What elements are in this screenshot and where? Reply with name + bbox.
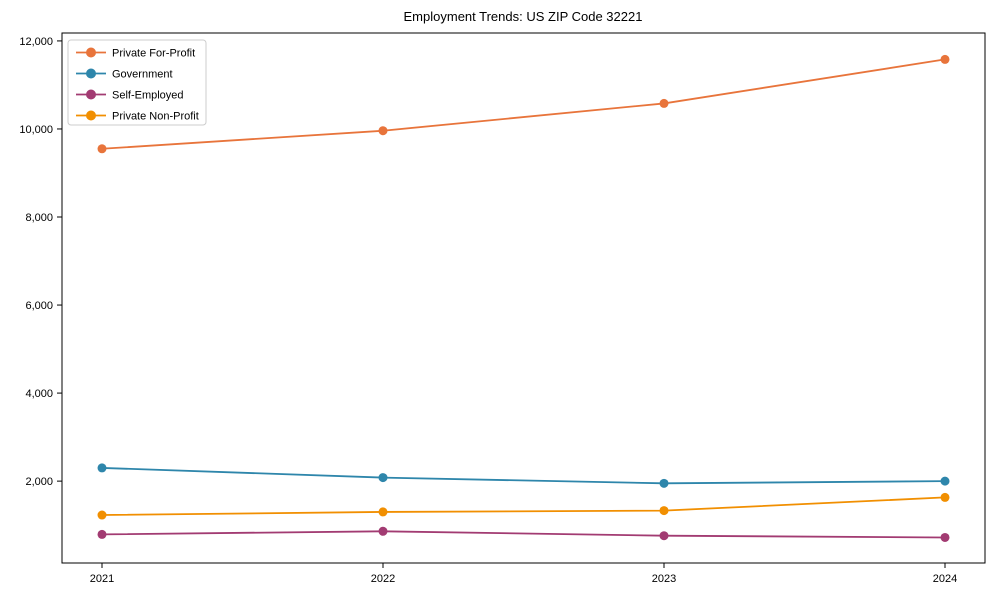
point-self-employed-2023 [659,531,669,541]
plot-frame-group [61,32,986,564]
y-axis: 2,000 4,000 6,000 8,000 10,000 12,000 [19,36,62,488]
point-self-employed-2021 [97,529,107,539]
point-private-for-profit-2022 [378,126,388,136]
line-private-for-profit [101,58,946,150]
y-tick-label: 2,000 [25,476,53,488]
legend-marker-private-for-profit [86,47,96,58]
point-government-2023 [659,478,669,488]
x-tick-label: 2023 [652,573,676,585]
line-self-employed [101,530,946,539]
point-self-employed-2022 [378,526,388,536]
point-government-2021 [97,463,107,473]
point-private-non-profit-2024 [940,492,950,502]
y-tick-label: 12,000 [19,36,53,48]
point-private-non-profit-2023 [659,506,669,516]
y-tick-label: 8,000 [25,212,53,224]
point-private-for-profit-2021 [97,144,107,154]
point-government-2024 [940,476,950,486]
chart-title: Employment Trends: US ZIP Code 32221 [404,9,643,24]
legend-label-self-employed: Self-Employed [112,90,184,102]
plot-frame [61,32,986,564]
y-tick-label: 4,000 [25,388,53,400]
point-private-for-profit-2024 [940,54,950,64]
legend-marker-government [86,68,96,79]
y-tick-label: 10,000 [19,124,53,136]
y-tick-label: 6,000 [25,300,53,312]
point-government-2022 [378,473,388,483]
x-tick-label: 2022 [371,573,395,585]
x-tick-label: 2021 [90,573,114,585]
legend: Private For-Profit Government Self-Employe… [67,39,207,126]
point-private-non-profit-2021 [97,510,107,520]
legend-label-private-for-profit: Private For-Profit [112,48,195,60]
x-axis: 2021 2022 2023 2024 [90,563,957,585]
legend-label-private-non-profit: Private Non-Profit [112,111,199,123]
legend-label-government: Government [112,69,173,81]
legend-box [67,39,207,126]
point-self-employed-2024 [940,532,950,542]
x-tick-label: 2024 [933,573,957,585]
line-government [101,467,946,485]
series-lines [97,54,950,542]
point-private-for-profit-2023 [659,98,669,108]
legend-marker-self-employed [86,89,96,100]
line-private-non-profit [101,496,946,516]
point-private-non-profit-2022 [378,507,388,517]
legend-marker-private-non-profit [86,110,96,121]
